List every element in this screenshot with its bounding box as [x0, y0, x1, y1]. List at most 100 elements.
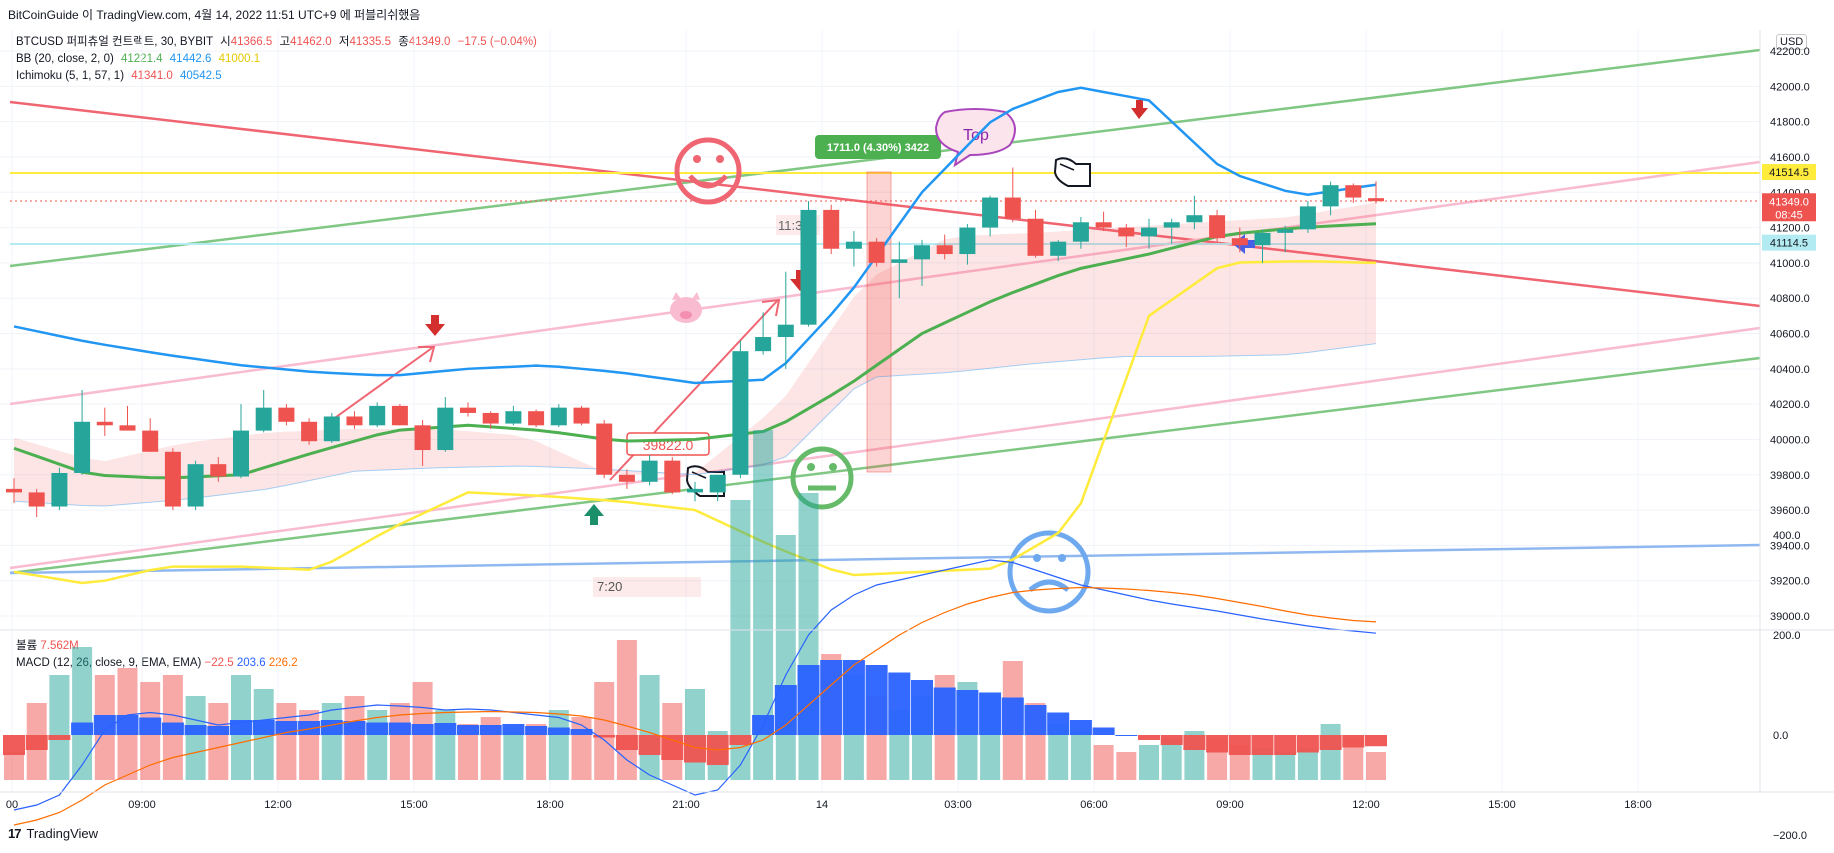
down-arrow-marker-3	[1131, 100, 1148, 119]
macd-tick-label: 200.0	[1773, 630, 1801, 642]
tradingview-logo-icon: 17	[8, 826, 22, 841]
time-tick-label: 18:00	[1624, 799, 1652, 811]
close-label: 종	[398, 36, 409, 48]
macd-signal-line	[13, 586, 1377, 826]
time-tick-label: 00	[6, 799, 18, 811]
volume-bar	[321, 703, 342, 780]
price-axis: 42200.042000.041800.041600.041400.041200…	[1770, 46, 1810, 623]
macd-hist-bar	[1274, 735, 1297, 755]
macd-hist-bar	[93, 715, 116, 735]
volume-bar	[299, 710, 320, 780]
macd-hist-bar	[797, 665, 820, 735]
volume-bar	[548, 710, 569, 780]
currency-button[interactable]: USD	[1776, 34, 1808, 50]
macd-hist-bar	[979, 692, 1002, 735]
macd-hist-bar	[366, 722, 389, 735]
volume-bar	[594, 682, 615, 780]
candle-body	[1209, 215, 1226, 239]
candle-body	[596, 423, 613, 475]
macd-hist-bar	[1183, 735, 1206, 750]
bb-label[interactable]: BB (20, close, 2, 0)	[16, 53, 114, 65]
volume-label[interactable]: 볼륨	[16, 640, 38, 652]
macd-tick-label: 0.0	[1773, 730, 1788, 742]
time-tick-label: 15:00	[1488, 799, 1516, 811]
macd-hist-bar	[1296, 735, 1319, 753]
price-label-text: 41514.5	[1769, 167, 1809, 179]
time-tick-label: 09:00	[128, 799, 156, 811]
volume-bar	[435, 710, 456, 780]
volume-bar	[1093, 745, 1114, 780]
candle-body	[959, 227, 976, 255]
volume-bar	[49, 675, 70, 780]
candle-body	[823, 209, 840, 249]
candle-body	[664, 460, 681, 493]
macd-tick-label: 400.0	[1773, 530, 1801, 542]
macd-hist-bar	[502, 724, 525, 735]
candle-body	[1050, 241, 1067, 256]
candle-body	[1368, 198, 1384, 202]
volume-bar	[526, 724, 547, 780]
macd-hist-bar	[252, 720, 275, 735]
macd-line	[13, 559, 1377, 811]
volume-bar	[1297, 748, 1318, 780]
chart-legend: BTCUSD 퍼피츄얼 컨트랙트, 30, BYBIT 시41366.5 고41…	[16, 34, 537, 85]
macd-hist-bar	[820, 660, 843, 735]
price-tick-label: 41800.0	[1770, 117, 1810, 129]
volume-bar	[1139, 745, 1159, 780]
ichimoku-cloud	[13, 202, 1377, 507]
macd-hist-bar	[1047, 712, 1070, 735]
macd-hist-bar	[25, 735, 48, 750]
symbol-label[interactable]: BTCUSD 퍼피츄얼 컨트랙트, 30, BYBIT	[16, 36, 213, 48]
candle-body	[119, 425, 136, 431]
ichimoku-label[interactable]: Ichimoku (5, 1, 57, 1)	[16, 70, 125, 82]
macd-hist-bar	[661, 735, 684, 760]
volume-bar	[389, 703, 410, 780]
price-label-box	[1762, 193, 1816, 222]
price-tick-label: 41600.0	[1770, 152, 1810, 164]
macd-hist-bar	[411, 724, 434, 735]
macd-line-value: 203.6	[236, 657, 266, 669]
open-value: 41366.5	[230, 36, 273, 48]
volume-bar	[208, 703, 229, 780]
macd-hist-bar	[1024, 705, 1047, 735]
macd-hist-bar	[48, 735, 71, 740]
macd-hist-bar	[684, 735, 706, 763]
tradingview-brand[interactable]: 17 TradingView	[8, 826, 98, 841]
volume-bar	[616, 640, 637, 780]
macd-hist-bar	[320, 720, 343, 735]
candle-body	[51, 472, 68, 507]
price-label-text: 41349.0	[1769, 196, 1809, 208]
bb-lower-value: 41000.1	[218, 53, 261, 65]
up-arrow-marker	[584, 504, 604, 525]
macd-hist-value: −22.5	[204, 657, 234, 669]
macd-label[interactable]: MACD (12, 26, close, 9, EMA, EMA)	[16, 657, 202, 669]
arrow-pink-1	[324, 347, 433, 426]
candle-body	[1141, 227, 1157, 237]
ichimoku-b-value: 40542.5	[180, 70, 222, 82]
time-tick-label: 15:00	[400, 799, 428, 811]
volume-bar	[571, 717, 592, 780]
candle-body	[460, 407, 476, 413]
candle-body	[255, 407, 272, 431]
price-tick-label: 40400.0	[1770, 364, 1810, 376]
volume-bar	[1366, 752, 1386, 780]
macd-hist-bar	[1342, 735, 1365, 748]
price-label-box	[1762, 234, 1816, 251]
candle-body	[891, 259, 908, 263]
candle-body	[550, 407, 567, 426]
smiley-happy-icon	[674, 137, 742, 205]
candle-body	[1027, 218, 1044, 256]
low-label: 저	[338, 36, 350, 48]
macd-hist-bar	[457, 725, 479, 735]
time-note-720: 7:20	[597, 579, 622, 594]
price-tick-label: 40800.0	[1770, 293, 1810, 305]
macd-hist-bar	[615, 735, 638, 750]
time-tick-label: 21:00	[672, 799, 700, 811]
candle-body	[96, 421, 113, 426]
volume-value: 7.562M	[40, 640, 79, 652]
macd-hist-bar	[888, 672, 911, 735]
candle-body	[1004, 197, 1021, 219]
price-tick-label: 39800.0	[1770, 470, 1810, 482]
arrow-pink-1-head	[418, 346, 436, 363]
